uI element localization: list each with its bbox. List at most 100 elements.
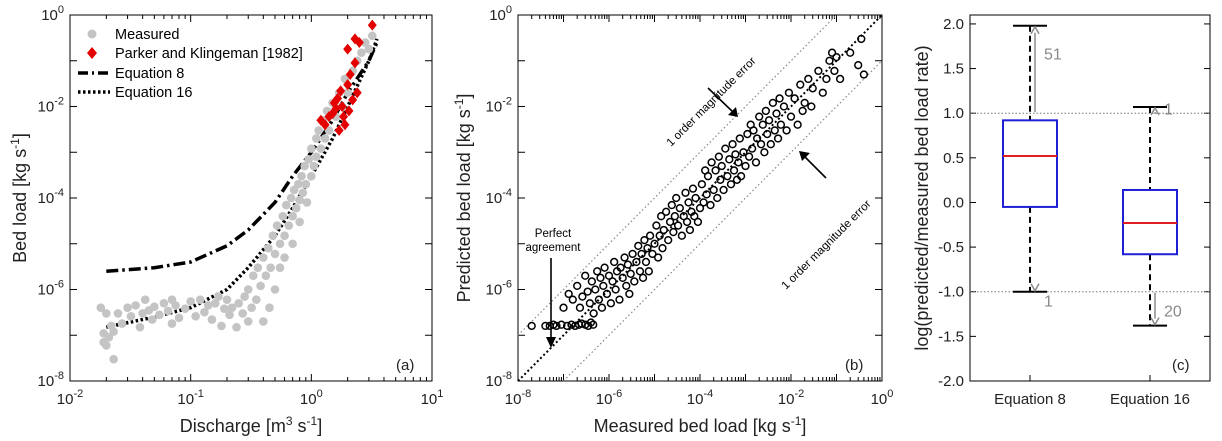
bed-load-point (606, 299, 616, 308)
measured-point (126, 311, 136, 321)
bed-load-point (641, 257, 651, 267)
measured-point (264, 243, 273, 253)
bed-load-point (751, 158, 761, 167)
bed-load-point (610, 257, 619, 267)
bed-load-point (578, 292, 587, 301)
x-tick-label: 100 (871, 388, 894, 408)
category-label: Equation 16 (1110, 391, 1190, 408)
y-tick-label: -0.5 (938, 239, 964, 256)
bed-load-point (618, 273, 627, 282)
bed-load-point (755, 112, 764, 121)
y-tick-label: 1.5 (943, 61, 964, 78)
measured-point (240, 292, 249, 301)
measured-point (191, 311, 200, 321)
count-above-label: 1 (1164, 102, 1173, 119)
measured-point (302, 198, 312, 207)
category-label: Equation 8 (994, 391, 1066, 408)
measured-point (284, 221, 294, 230)
measured-point (186, 297, 195, 306)
bed-load-point (626, 269, 635, 278)
y-tick-label: 10-6 (486, 279, 512, 299)
bed-load-point (675, 203, 684, 213)
bed-load-point (685, 225, 695, 235)
measured-point (295, 217, 304, 227)
y-tick-label: 2.0 (943, 16, 964, 33)
bed-load-point (691, 193, 700, 203)
bed-load-point (586, 318, 596, 327)
parker-point (343, 43, 353, 55)
y-tick-label: -2.0 (938, 373, 964, 390)
measured-point (294, 179, 303, 189)
measured-point (295, 195, 304, 205)
outlier-arrow-up-head (1030, 25, 1040, 35)
order-magnitude-line (517, 14, 837, 336)
bed-load-point (652, 221, 661, 230)
count-above-label: 51 (1044, 47, 1062, 64)
arrow-lower-error (802, 154, 827, 179)
bed-load-point (725, 155, 734, 164)
bed-load-point (726, 180, 736, 189)
bed-load-point (772, 109, 781, 118)
measured-point (248, 271, 258, 281)
parker-point (336, 85, 346, 97)
measured-point (163, 306, 173, 316)
arrow-upper-error (707, 87, 735, 114)
bed-load-point (557, 320, 566, 329)
bed-load-point (827, 48, 837, 57)
bed-load-point (653, 253, 663, 262)
panel-c-label: (c) (1172, 357, 1190, 374)
bed-load-point (677, 231, 687, 240)
bed-load-point (707, 158, 716, 167)
bed-load-point (728, 140, 737, 149)
legend-parker-label: Parker and Klingeman [1982] (115, 46, 303, 62)
measured-point (298, 188, 308, 198)
bed-load-point (597, 303, 607, 312)
bed-load-point (634, 241, 643, 250)
measured-point (261, 271, 271, 281)
bed-load-point (741, 161, 750, 171)
bed-load-point (559, 303, 568, 312)
measured-point (155, 310, 164, 320)
outlier-arrow-up-head (1150, 106, 1160, 116)
parker-point (340, 119, 350, 131)
measured-point (304, 155, 313, 164)
measured-point (364, 44, 374, 54)
x-tick-label: 10-2 (57, 388, 83, 408)
bed-load-point (773, 134, 783, 143)
bed-load-point (798, 106, 807, 116)
bed-load-point (719, 185, 728, 195)
measured-point (309, 161, 319, 171)
bed-load-point (758, 120, 767, 129)
bed-load-point (713, 193, 722, 203)
measured-point (96, 303, 106, 313)
x-tick-label: 10-1 (177, 388, 203, 408)
measured-point (214, 292, 223, 301)
y-tick-label: 10-4 (486, 187, 512, 207)
measured-point (278, 211, 288, 221)
bed-load-point (717, 161, 726, 171)
measured-point (288, 211, 297, 221)
bed-load-point (796, 80, 805, 89)
bed-load-point (589, 309, 598, 318)
bed-load-point (622, 281, 631, 291)
measured-point (207, 315, 217, 324)
measured-point (253, 263, 263, 272)
parker-point (337, 101, 347, 112)
bed-load-point (644, 267, 653, 276)
bed-load-point (527, 321, 536, 331)
bed-load-point (682, 217, 692, 227)
bed-load-point (764, 116, 774, 125)
bed-load-point (552, 321, 561, 331)
bed-load-point (782, 126, 791, 135)
measured-point (300, 161, 309, 171)
measured-point (307, 144, 316, 153)
bed-load-point (825, 56, 834, 65)
bed-load-point (723, 172, 732, 181)
bed-load-point (702, 190, 711, 199)
measured-point (210, 298, 220, 308)
bed-load-point (760, 148, 769, 157)
y-tick-label: 10-8 (38, 370, 64, 390)
parker-point (320, 119, 330, 131)
panel-b-label: (b) (845, 357, 863, 374)
measured-point (272, 221, 282, 230)
